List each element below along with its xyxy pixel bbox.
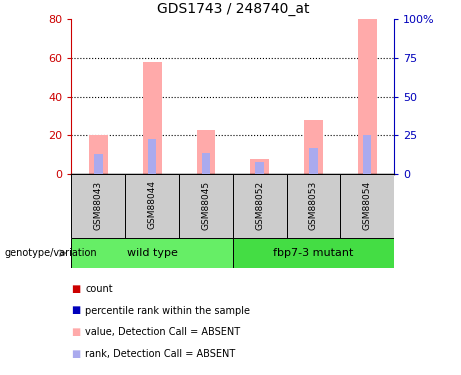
Bar — [287, 174, 340, 238]
Text: value, Detection Call = ABSENT: value, Detection Call = ABSENT — [85, 327, 240, 337]
Bar — [250, 159, 269, 174]
Text: GSM88053: GSM88053 — [309, 180, 318, 230]
Bar — [233, 238, 394, 268]
Text: GSM88054: GSM88054 — [363, 180, 372, 230]
Bar — [179, 174, 233, 238]
Text: GSM88044: GSM88044 — [148, 180, 157, 230]
Bar — [71, 174, 125, 238]
Title: GDS1743 / 248740_at: GDS1743 / 248740_at — [157, 2, 309, 16]
Text: GSM88045: GSM88045 — [201, 180, 210, 230]
Bar — [340, 174, 394, 238]
Text: rank, Detection Call = ABSENT: rank, Detection Call = ABSENT — [85, 349, 236, 359]
Bar — [309, 148, 318, 174]
Text: fbp7-3 mutant: fbp7-3 mutant — [273, 248, 354, 258]
Text: percentile rank within the sample: percentile rank within the sample — [85, 306, 250, 315]
Bar — [363, 135, 372, 174]
Bar — [143, 62, 161, 174]
Bar — [233, 174, 287, 238]
Bar — [125, 174, 179, 238]
Bar — [89, 135, 108, 174]
Bar — [94, 154, 103, 174]
Bar — [255, 162, 264, 174]
Bar — [196, 130, 215, 174]
Bar — [148, 139, 156, 174]
Bar — [201, 153, 210, 174]
Text: wild type: wild type — [127, 248, 177, 258]
Text: ■: ■ — [71, 349, 81, 359]
Text: count: count — [85, 284, 113, 294]
Bar — [71, 238, 233, 268]
Text: ■: ■ — [71, 306, 81, 315]
Text: GSM88052: GSM88052 — [255, 180, 264, 230]
Text: ■: ■ — [71, 284, 81, 294]
Text: ■: ■ — [71, 327, 81, 337]
Bar — [358, 19, 377, 174]
Text: GSM88043: GSM88043 — [94, 180, 103, 230]
Bar — [304, 120, 323, 174]
Text: genotype/variation: genotype/variation — [5, 248, 97, 258]
